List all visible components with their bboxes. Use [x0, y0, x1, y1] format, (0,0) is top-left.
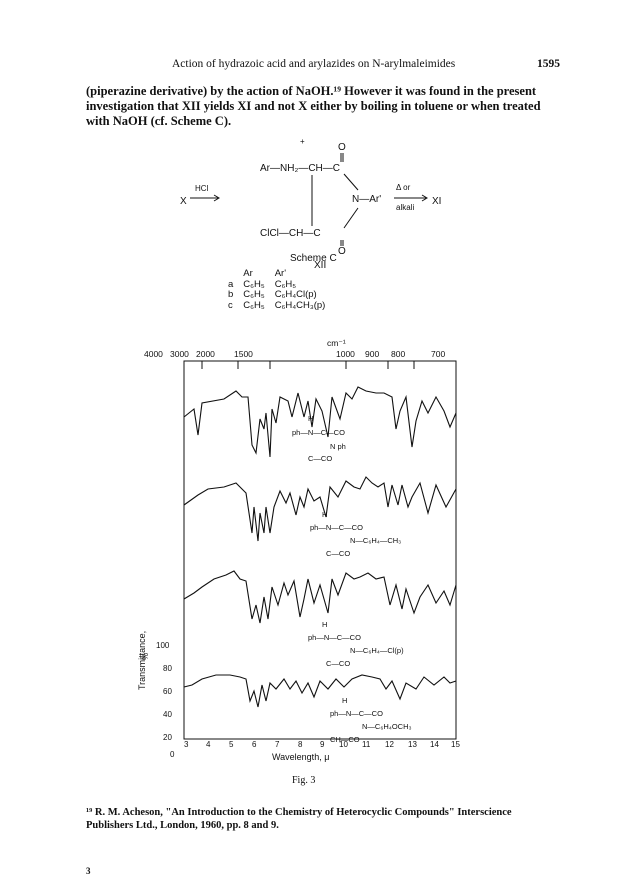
table-row: b C₆H₅ C₆H₄Cl(p) — [228, 289, 335, 301]
structure-4-h: H — [342, 696, 347, 705]
x-tick-label: 4 — [206, 740, 211, 749]
structure-1-line3: C—CO — [308, 454, 332, 463]
x-axis-label: Wavelength, μ — [272, 752, 330, 762]
y-tick-label: 60 — [163, 687, 172, 696]
paragraph-line: with NaOH (cf. Scheme C). — [86, 114, 232, 128]
right-arrowhead — [421, 194, 428, 202]
structure-1-line1: ph—N—C—CO — [292, 428, 345, 437]
x-tick-label: 12 — [385, 740, 394, 749]
footnote: ¹⁹ R. M. Acheson, "An Introduction to th… — [86, 806, 572, 832]
top-oxygen: O — [338, 142, 346, 153]
x-tick-label: 14 — [430, 740, 439, 749]
table-cell: Ar' — [274, 268, 287, 279]
wavenumber-tick: 800 — [391, 349, 406, 359]
paragraph-line: investigation that XII yields XI and not… — [86, 99, 541, 113]
table-cell — [228, 269, 243, 280]
structure-4-line1: ph—N—C—CO — [330, 709, 383, 718]
scheme-c-diagram: O + Ar—NH₂—CH—C HCl X N—Ar' Δ or alkali … — [180, 138, 441, 268]
page-number: 1595 — [537, 58, 560, 70]
right-reagent-top: Δ or — [396, 183, 411, 192]
x-tick-label: 7 — [275, 740, 280, 749]
ring-bond-lower — [343, 207, 359, 229]
right-product: XI — [432, 196, 441, 207]
plus-charge: + — [300, 138, 305, 146]
structure-3-line3: C—CO — [326, 659, 350, 668]
structure-2-line3: C—CO — [326, 549, 350, 558]
left-arrowhead — [213, 194, 220, 202]
wavenumber-tick: 3000 — [170, 349, 189, 359]
paragraph-line: (piperazine derivative) by the action of… — [86, 84, 537, 98]
wavenumber-tick: 1500 — [234, 349, 253, 359]
table-cell: Ar — [243, 268, 253, 279]
structure-2-h: H — [322, 510, 327, 519]
wavenumber-tick: 4000 — [144, 349, 163, 359]
table-cell: c — [228, 299, 233, 311]
wavenumber-tick: 900 — [365, 349, 380, 359]
spectrum-trace-3 — [183, 570, 457, 624]
table-row: a C₆H₅ C₆H₅ — [228, 278, 335, 291]
spectrum-trace-2 — [183, 476, 457, 542]
x-tick-label: 11 — [362, 740, 371, 749]
ir-spectra-figure: H ph—N—C—CO N ph C—CO H ph—N—C—CO N—C₆H₄… — [183, 360, 457, 744]
footnote-line: ¹⁹ R. M. Acheson, "An Introduction to th… — [86, 807, 512, 818]
middle-n: N—Ar' — [352, 194, 381, 205]
table-cell: a — [228, 278, 234, 290]
structure-4-line2: N—C₆H₄OCH₃ — [362, 722, 412, 731]
table-row: c C₆H₅ C₆H₄CH₃(p) — [228, 299, 335, 312]
wavenumber-unit: cm⁻¹ — [327, 338, 346, 348]
wavenumber-tick: 700 — [431, 349, 446, 359]
spectrum-trace-1 — [183, 386, 457, 458]
table-cell: C₆H₄CH₃(p) — [274, 299, 326, 311]
structure-3-line2: N—C₆H₄—Cl(p) — [350, 646, 404, 655]
structure-3-h: H — [322, 620, 327, 629]
footnote-line: Publishers Ltd., London, 1960, pp. 8 and… — [86, 820, 279, 831]
y-axis-label: Transmittance, — [137, 630, 147, 690]
page-letter: 3 — [86, 866, 91, 876]
figure-caption: Fig. 3 — [292, 775, 316, 786]
x-tick-label: 8 — [298, 740, 303, 749]
table-cell: C₆H₅ — [243, 299, 265, 311]
scheme-title: Scheme C — [290, 253, 337, 264]
x-tick-label: 9 — [320, 740, 325, 749]
x-tick-label: 5 — [229, 740, 234, 749]
spectra-frame — [183, 360, 457, 740]
table-cell: C₆H₅ — [243, 289, 265, 300]
running-header: Action of hydrazoic acid and arylazides … — [172, 58, 456, 70]
bottom-chain: ClCl—CH—C — [260, 228, 321, 239]
ring-bond-upper — [343, 173, 359, 191]
y-tick-label: 40 — [163, 710, 172, 719]
y-tick-label: 80 — [163, 664, 172, 673]
compound-label: XII — [314, 260, 326, 268]
structure-2-line2: N—C₆H₄—CH₃ — [350, 536, 401, 545]
right-reagent-bottom: alkali — [396, 203, 414, 212]
x-tick-label: 3 — [184, 740, 189, 749]
structure-3-line1: ph—N—C—CO — [308, 633, 361, 642]
x-tick-label: 15 — [451, 740, 460, 749]
wavenumber-tick: 2000 — [196, 349, 215, 359]
table-cell: C₆H₅ — [243, 278, 265, 290]
structure-1-h: H — [308, 414, 313, 423]
structure-4-line3: CH—CO — [330, 735, 360, 744]
left-compound: X — [180, 196, 187, 207]
bottom-oxygen: O — [338, 246, 346, 257]
structure-2-line1: ph—N—C—CO — [310, 523, 363, 532]
y-tick-label: 100 — [156, 641, 170, 650]
table-row: Ar Ar' — [228, 268, 335, 280]
x-tick-label: 10 — [339, 740, 348, 749]
left-reagent: HCl — [195, 184, 209, 193]
wavenumber-tick: 1000 — [336, 349, 355, 359]
x-tick-label: 13 — [408, 740, 417, 749]
structure-1-line2: N ph — [330, 442, 346, 451]
top-chain: Ar—NH₂—CH—C — [260, 163, 340, 174]
body-paragraph: (piperazine derivative) by the action of… — [86, 84, 572, 129]
table-cell: C₆H₄Cl(p) — [274, 289, 317, 300]
y-tick-label: 20 — [163, 733, 172, 742]
spectrum-trace-4 — [183, 674, 457, 708]
y-tick-label: 0 — [170, 750, 175, 759]
table-cell: b — [228, 289, 234, 300]
substituent-table: Ar Ar' a C₆H₅ C₆H₅ b C₆H₅ C₆H₄Cl(p) c C₆… — [228, 268, 335, 312]
x-tick-label: 6 — [252, 740, 257, 749]
table-cell: C₆H₅ — [274, 278, 297, 290]
